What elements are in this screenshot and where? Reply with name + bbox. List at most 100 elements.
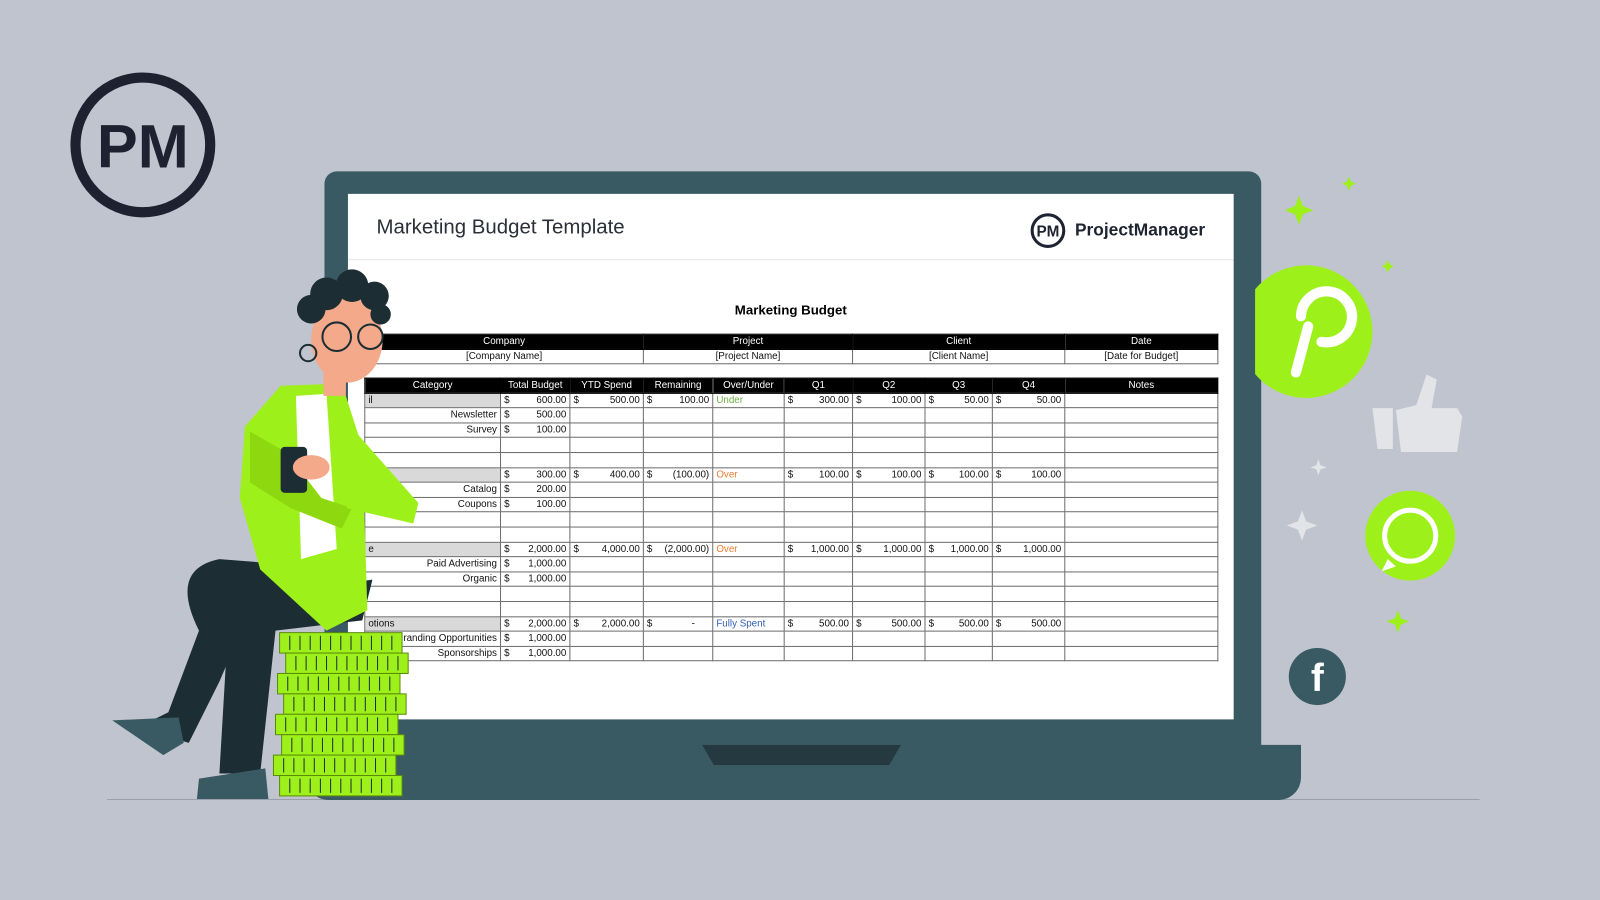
total-cell[interactable]: $2,000.00: [499, 615, 571, 632]
q4-cell[interactable]: [991, 526, 1066, 543]
total-cell[interactable]: $200.00: [499, 481, 571, 498]
q2-cell[interactable]: $100.00: [852, 392, 926, 409]
q4-cell[interactable]: [991, 481, 1066, 498]
notes-cell[interactable]: [1064, 526, 1219, 543]
ytd-cell[interactable]: [569, 571, 644, 588]
q1-cell[interactable]: $100.00: [783, 466, 854, 483]
q4-cell[interactable]: [991, 511, 1066, 528]
notes-cell[interactable]: [1064, 466, 1219, 483]
ytd-cell[interactable]: [569, 586, 644, 602]
status-cell[interactable]: [712, 496, 785, 513]
q2-cell[interactable]: [852, 452, 926, 468]
total-cell[interactable]: $1,000.00: [499, 645, 571, 662]
ytd-cell[interactable]: $2,000.00: [569, 615, 644, 632]
q3-cell[interactable]: [924, 526, 993, 543]
remaining-cell[interactable]: [642, 556, 714, 573]
remaining-cell[interactable]: [642, 526, 714, 543]
q4-cell[interactable]: [991, 437, 1066, 454]
q4-cell[interactable]: [991, 645, 1066, 662]
ytd-cell[interactable]: [569, 422, 644, 439]
total-cell[interactable]: $100.00: [499, 422, 571, 439]
ytd-cell[interactable]: [569, 556, 644, 573]
q2-cell[interactable]: [852, 437, 926, 454]
notes-cell[interactable]: [1064, 511, 1219, 528]
ytd-cell[interactable]: [569, 600, 644, 617]
q1-cell[interactable]: [783, 526, 854, 543]
notes-cell[interactable]: [1064, 437, 1219, 454]
q3-cell[interactable]: $1,000.00: [924, 541, 993, 558]
notes-cell[interactable]: [1064, 407, 1219, 424]
q2-cell[interactable]: [852, 586, 926, 602]
notes-cell[interactable]: [1064, 541, 1219, 558]
q3-cell[interactable]: [924, 586, 993, 602]
q3-cell[interactable]: [924, 556, 993, 573]
q1-cell[interactable]: [783, 422, 854, 439]
ytd-cell[interactable]: $400.00: [569, 466, 644, 483]
status-cell[interactable]: [712, 571, 785, 588]
remaining-cell[interactable]: [642, 571, 714, 588]
q2-cell[interactable]: $1,000.00: [852, 541, 926, 558]
q4-cell[interactable]: [991, 556, 1066, 573]
total-cell[interactable]: $100.00: [499, 496, 571, 513]
category-cell[interactable]: il: [364, 392, 502, 409]
q1-cell[interactable]: [783, 437, 854, 454]
q4-cell[interactable]: $1,000.00: [991, 541, 1066, 558]
category-cell[interactable]: e: [364, 541, 502, 558]
q2-cell[interactable]: [852, 600, 926, 617]
q3-cell[interactable]: [924, 452, 993, 468]
q1-cell[interactable]: [783, 600, 854, 617]
total-cell[interactable]: [499, 526, 571, 543]
client-cell[interactable]: [Client Name]: [852, 349, 1066, 365]
remaining-cell[interactable]: [642, 496, 714, 513]
q2-cell[interactable]: [852, 407, 926, 424]
q2-cell[interactable]: [852, 481, 926, 498]
notes-cell[interactable]: [1064, 452, 1219, 468]
q1-cell[interactable]: [783, 630, 854, 647]
status-cell[interactable]: [712, 407, 785, 424]
total-cell[interactable]: $500.00: [499, 407, 571, 424]
remaining-cell[interactable]: $ -: [642, 615, 714, 632]
q1-cell[interactable]: [783, 452, 854, 468]
notes-cell[interactable]: [1064, 556, 1219, 573]
status-cell[interactable]: [712, 422, 785, 439]
q4-cell[interactable]: [991, 600, 1066, 617]
q1-cell[interactable]: [783, 571, 854, 588]
status-cell[interactable]: Fully Spent: [712, 615, 785, 632]
ytd-cell[interactable]: [569, 630, 644, 647]
q3-cell[interactable]: [924, 481, 993, 498]
status-cell[interactable]: [712, 437, 785, 454]
status-cell[interactable]: [712, 511, 785, 528]
notes-cell[interactable]: [1064, 481, 1219, 498]
status-cell[interactable]: [712, 645, 785, 662]
notes-cell[interactable]: [1064, 615, 1219, 632]
remaining-cell[interactable]: [642, 511, 714, 528]
status-cell[interactable]: [712, 526, 785, 543]
notes-cell[interactable]: [1064, 571, 1219, 588]
q1-cell[interactable]: [783, 586, 854, 602]
q2-cell[interactable]: $500.00: [852, 615, 926, 632]
status-cell[interactable]: [712, 556, 785, 573]
q1-cell[interactable]: $500.00: [783, 615, 854, 632]
remaining-cell[interactable]: [642, 452, 714, 468]
q1-cell[interactable]: [783, 556, 854, 573]
total-cell[interactable]: $2,000.00: [499, 541, 571, 558]
q4-cell[interactable]: [991, 571, 1066, 588]
remaining-cell[interactable]: [642, 586, 714, 602]
status-cell[interactable]: Under: [712, 392, 785, 409]
status-cell[interactable]: Over: [712, 541, 785, 558]
total-cell[interactable]: [499, 437, 571, 454]
q3-cell[interactable]: [924, 511, 993, 528]
q3-cell[interactable]: [924, 496, 993, 513]
ytd-cell[interactable]: [569, 437, 644, 454]
q3-cell[interactable]: [924, 630, 993, 647]
q2-cell[interactable]: [852, 496, 926, 513]
q1-cell[interactable]: [783, 645, 854, 662]
q1-cell[interactable]: [783, 481, 854, 498]
ytd-cell[interactable]: $500.00: [569, 392, 644, 409]
total-cell[interactable]: $600.00: [499, 392, 571, 409]
q4-cell[interactable]: [991, 452, 1066, 468]
q3-cell[interactable]: [924, 437, 993, 454]
q4-cell[interactable]: [991, 630, 1066, 647]
status-cell[interactable]: [712, 586, 785, 602]
remaining-cell[interactable]: [642, 407, 714, 424]
